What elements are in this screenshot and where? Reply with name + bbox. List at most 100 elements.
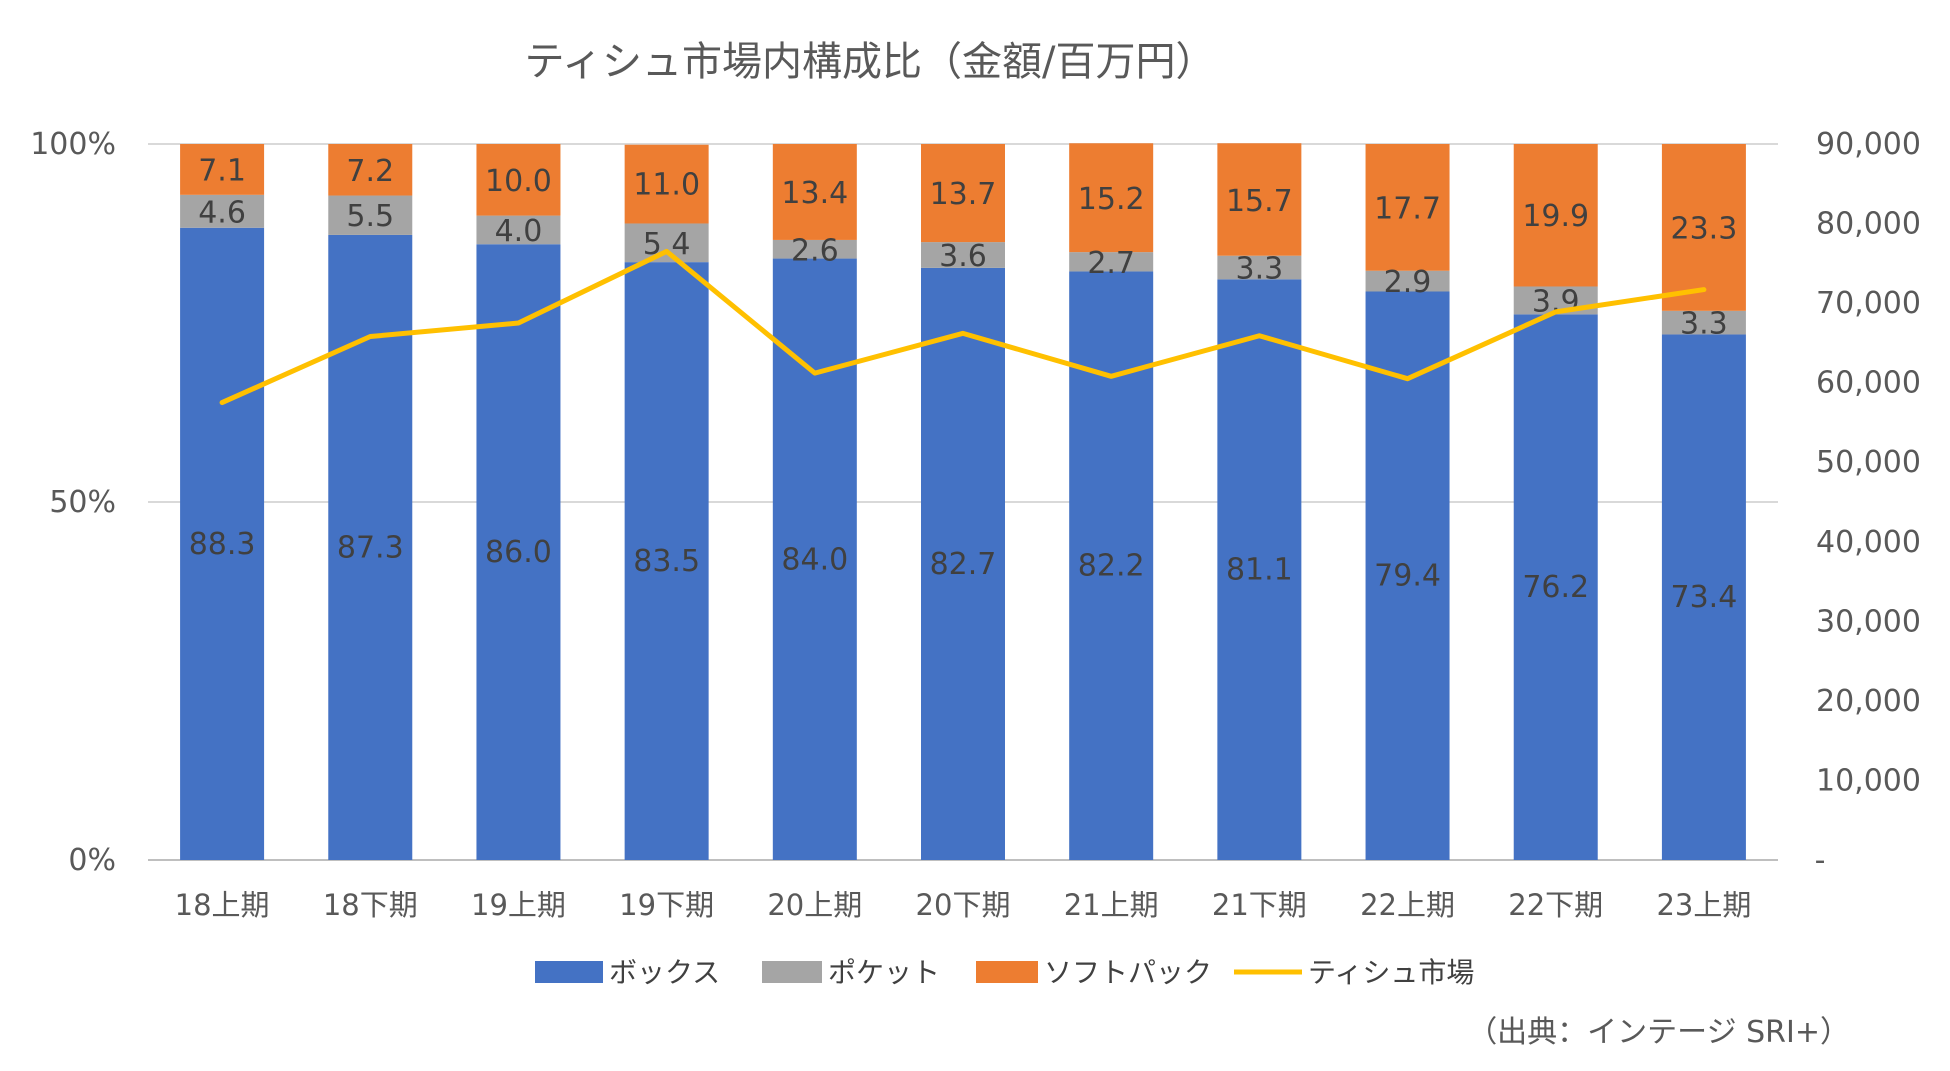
bar-segment: [1513, 314, 1598, 861]
x-tick-label: 22上期: [1360, 888, 1455, 922]
bars: [180, 143, 1746, 861]
data-label: 15.7: [1226, 184, 1293, 219]
data-label: 76.2: [1522, 570, 1589, 605]
data-label: 11.0: [633, 168, 700, 203]
legend: ボックス ポケット ソフトパック ティシュ市場: [535, 956, 1474, 989]
bar-segment: [921, 144, 1005, 243]
bar-segment: [328, 144, 413, 196]
bar-segment: [180, 144, 265, 195]
bar-segment: [1365, 144, 1450, 271]
y-right-tick-label: 10,000: [1816, 763, 1921, 798]
bar-segment: [1217, 279, 1302, 861]
bar-segment: [476, 215, 561, 245]
legend-swatch: [976, 961, 1038, 983]
bar-segment: [1217, 255, 1302, 280]
data-label: 81.1: [1226, 553, 1293, 588]
x-tick-label: 21下期: [1212, 888, 1307, 922]
x-tick-label: 22下期: [1508, 888, 1603, 922]
bar-segment: [772, 144, 857, 240]
data-label: 73.4: [1671, 580, 1738, 615]
bar-segment: [180, 194, 265, 228]
data-label: 2.6: [791, 233, 839, 268]
bar-segment: [1217, 143, 1302, 256]
bar-segment: [476, 144, 561, 216]
data-label: 84.0: [781, 542, 848, 577]
y-right-tick-label: 80,000: [1816, 207, 1921, 242]
bar-segment: [476, 244, 561, 861]
data-label: 88.3: [189, 527, 256, 562]
data-label: 86.0: [485, 535, 552, 570]
bar-segment: [624, 262, 709, 860]
chart-title: ティシュ市場内構成比（金額/百万円）: [524, 39, 1215, 85]
bar-segment: [1365, 270, 1450, 292]
bar-segment: [1069, 143, 1154, 253]
bar-segment: [1513, 144, 1598, 287]
data-label: 2.9: [1384, 265, 1432, 300]
x-tick-label: 18下期: [323, 888, 418, 922]
source-note: （出典：インテージ SRI+）: [1467, 1015, 1850, 1050]
y-right-tick-label: 70,000: [1816, 286, 1921, 321]
bar-segment: [1365, 291, 1450, 861]
data-label: 2.7: [1087, 246, 1135, 281]
data-labels: 88.3 4.6 7.1 87.3 5.5 7.2 86.0 4.0 10.0 83.5 5.4 11…: [189, 153, 1738, 615]
y-right-tick-label: 90,000: [1816, 127, 1921, 162]
legend-swatch: [535, 961, 603, 983]
y-left-tick-label: 50%: [49, 485, 116, 520]
data-label: 82.7: [930, 547, 997, 582]
bar-segment: [772, 258, 857, 860]
bar-segment: [624, 223, 709, 263]
legend-label: ティシュ市場: [1308, 956, 1474, 989]
legend-label: ソフトパック: [1044, 956, 1212, 989]
data-label: 3.3: [1236, 252, 1284, 287]
bar-segment: [624, 144, 709, 224]
data-label: 5.4: [643, 227, 691, 262]
data-label: 17.7: [1374, 191, 1441, 226]
x-tick-label: 23上期: [1656, 888, 1751, 922]
bar-segment: [180, 227, 265, 861]
x-tick-label: 19下期: [619, 888, 714, 922]
y-left-tick-label: 100%: [30, 127, 116, 162]
y-right-tick-label: 20,000: [1816, 684, 1921, 719]
market-line: [219, 248, 1707, 406]
data-label: 13.4: [781, 176, 848, 211]
y-left-tick-label: 0%: [68, 843, 116, 878]
y-right-tick-label: 50,000: [1816, 445, 1921, 480]
data-label: 3.3: [1680, 307, 1728, 342]
data-label: 83.5: [633, 544, 700, 579]
bar-segment: [921, 267, 1005, 860]
x-tick-label: 19上期: [471, 888, 566, 922]
x-tick-label: 18上期: [175, 888, 270, 922]
data-label: 19.9: [1522, 199, 1589, 234]
data-label: 13.7: [930, 177, 997, 212]
bar-segment: [1661, 310, 1746, 335]
data-label: 7.1: [198, 153, 246, 188]
x-tick-label: 20上期: [767, 888, 862, 922]
data-label: 82.2: [1078, 549, 1145, 584]
y-right-tick-label: -: [1815, 843, 1826, 878]
legend-label: ポケット: [828, 956, 940, 989]
data-label: 15.2: [1078, 182, 1145, 217]
data-label: 7.2: [346, 154, 394, 189]
axes: 0% 50% 100% - 10,000 20,000 30,000 40,000 50,000…: [30, 127, 1921, 922]
bar-segment: [328, 195, 413, 235]
bar-segment: [772, 239, 857, 259]
legend-swatch: [762, 961, 822, 983]
data-label: 3.6: [939, 239, 987, 274]
bar-segment: [1661, 144, 1746, 311]
bar-segment: [921, 242, 1005, 268]
data-label: 5.5: [346, 199, 394, 234]
bar-segment: [1661, 334, 1746, 860]
x-tick-label: 21上期: [1064, 888, 1159, 922]
data-label: 23.3: [1671, 211, 1738, 246]
legend-label: ボックス: [609, 956, 720, 989]
data-label: 87.3: [337, 530, 404, 565]
y-right-tick-label: 60,000: [1816, 366, 1921, 401]
y-right-tick-label: 30,000: [1816, 604, 1921, 639]
data-label: 10.0: [485, 164, 552, 199]
data-label: 4.6: [198, 195, 246, 230]
data-label: 79.4: [1374, 559, 1441, 594]
data-label: 4.0: [495, 214, 543, 249]
x-tick-label: 20下期: [916, 888, 1011, 922]
